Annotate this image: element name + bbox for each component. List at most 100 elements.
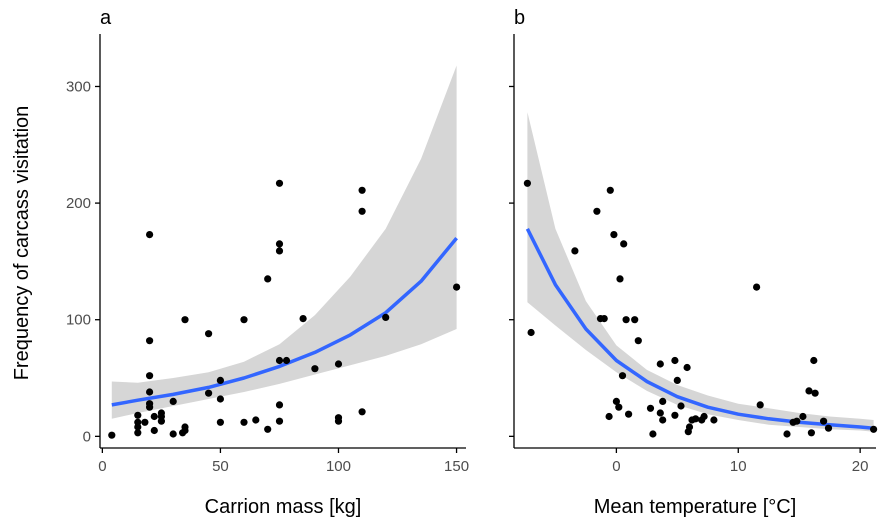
x-tick-label: 50 (212, 458, 229, 475)
y-tick-label: 200 (66, 195, 91, 212)
y-tick-label: 0 (83, 428, 91, 445)
data-point (205, 389, 213, 397)
data-point (659, 416, 667, 424)
data-point (252, 416, 260, 424)
data-point (299, 315, 307, 323)
data-point (811, 389, 819, 397)
data-point (820, 417, 828, 425)
data-point (692, 415, 700, 423)
y-axis-label: Frequency of carcass visitation (11, 106, 33, 381)
data-point (783, 430, 791, 438)
fit-layer (111, 236, 458, 407)
ribbon-layer (111, 65, 457, 419)
points-layer (108, 179, 461, 439)
axes-layer: 0 50 100 150 0 100 200 300 (66, 34, 469, 475)
data-point (146, 400, 154, 408)
data-point (275, 401, 284, 409)
data-point (807, 429, 816, 437)
data-point (620, 240, 628, 248)
y-tick-label: 300 (66, 78, 91, 95)
data-point (618, 372, 627, 380)
data-point (146, 337, 154, 345)
panel-label-b: b (514, 7, 525, 29)
data-point (358, 186, 366, 194)
data-point (181, 423, 189, 431)
data-point (870, 425, 878, 433)
data-point (181, 316, 189, 324)
data-point (275, 240, 284, 248)
data-point (334, 360, 343, 368)
data-point (134, 429, 142, 437)
data-point (673, 376, 681, 384)
data-point (216, 418, 224, 426)
data-point (275, 247, 284, 255)
data-point (108, 431, 116, 439)
data-point (634, 337, 642, 345)
data-point (216, 395, 224, 403)
x-tick-label: 100 (326, 458, 351, 475)
x-axis-label-a: Carrion mass [kg] (205, 496, 362, 518)
x-axis-label-b: Mean temperature [°C] (594, 496, 797, 518)
data-point (593, 207, 601, 215)
confidence-ribbon (527, 112, 874, 432)
data-point (275, 417, 284, 425)
data-point (240, 316, 248, 324)
data-point (157, 409, 165, 417)
data-point (275, 356, 284, 365)
data-point (571, 247, 579, 255)
data-point (205, 330, 213, 338)
data-point (146, 372, 154, 380)
data-point (659, 397, 667, 405)
data-point (656, 360, 664, 368)
data-point (264, 425, 272, 433)
x-tick-label: 10 (730, 458, 747, 475)
data-point (799, 412, 807, 421)
data-point (146, 388, 154, 396)
x-tick-label: 0 (98, 458, 106, 475)
data-point (169, 397, 177, 405)
x-tick-label: 20 (852, 458, 869, 475)
data-point (358, 207, 366, 215)
data-point (646, 404, 655, 412)
data-point (649, 430, 657, 438)
data-point (753, 283, 761, 291)
data-point (656, 409, 664, 417)
data-point (805, 387, 813, 395)
data-point (150, 412, 158, 421)
y-tick-label: 100 (66, 312, 91, 329)
data-point (605, 412, 613, 421)
data-point (169, 430, 177, 438)
points-layer (523, 179, 878, 438)
data-point (606, 186, 614, 194)
data-point (527, 328, 535, 337)
data-point (622, 316, 630, 324)
data-point (683, 363, 691, 372)
data-point (264, 275, 272, 283)
confidence-ribbon (111, 65, 457, 419)
fit-line (525, 228, 874, 430)
data-point (671, 411, 679, 419)
data-point (824, 424, 833, 432)
data-point (240, 418, 248, 426)
fit-line (111, 236, 458, 407)
data-point (610, 231, 618, 239)
data-point (216, 376, 224, 384)
data-point (700, 412, 708, 421)
data-point (616, 275, 624, 283)
data-point (600, 315, 608, 323)
data-point (615, 403, 623, 411)
data-point (631, 316, 639, 324)
data-point (134, 411, 142, 419)
data-point (282, 356, 291, 365)
panel-label-a: a (100, 7, 112, 29)
fit-layer (525, 228, 874, 430)
panel-b: b 0 10 20 Mean temperature [°C] (509, 7, 878, 518)
x-tick-label: 150 (444, 458, 469, 475)
data-point (275, 179, 284, 187)
data-point (134, 418, 142, 426)
data-point (382, 313, 390, 321)
data-point (146, 231, 154, 239)
panel-a: a 0 50 100 150 0 100 200 300 Carrion mass [kg] (66, 7, 469, 518)
data-point (358, 408, 366, 416)
